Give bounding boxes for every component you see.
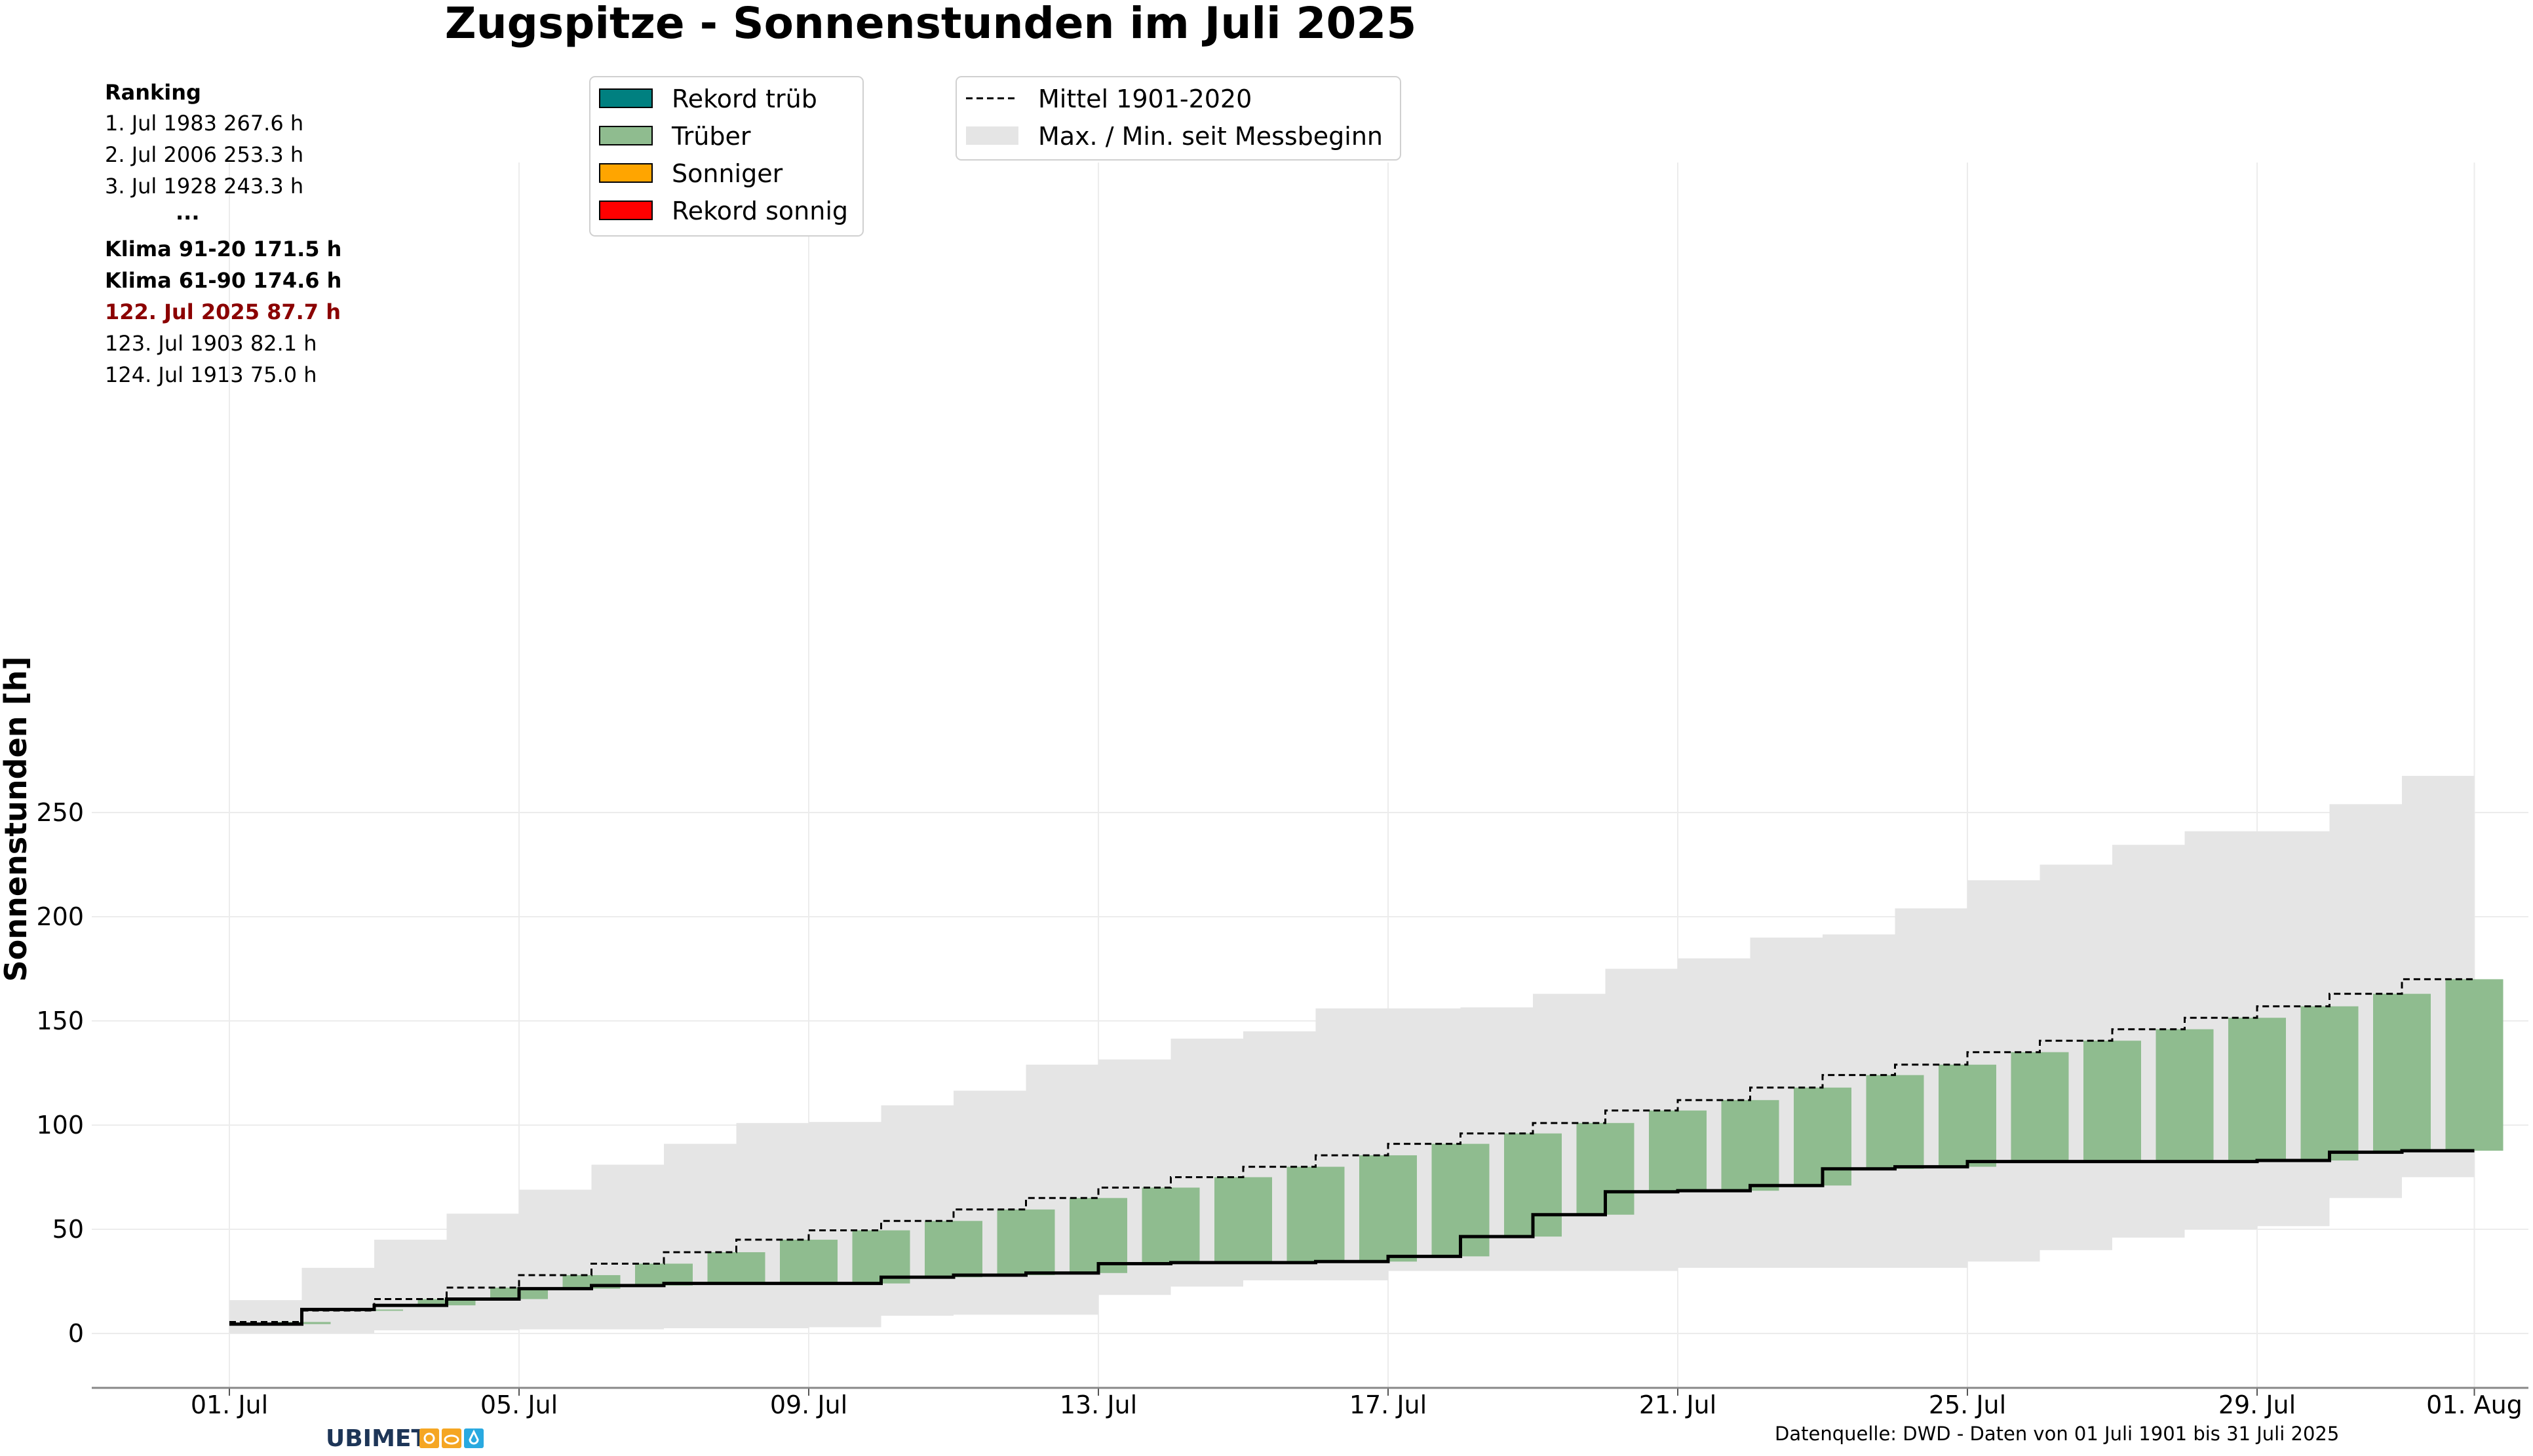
legend-label-rekord-sonnig: Rekord sonnig <box>672 197 848 225</box>
legend-label-rekord-trueb: Rekord trüb <box>672 85 817 113</box>
legend-swatch-rekord-sonnig <box>599 201 653 220</box>
trueber-bar <box>2228 1018 2286 1162</box>
ranking-header: Ranking <box>105 80 201 105</box>
legend-label-trueber: Trüber <box>671 122 751 151</box>
ranking-climate-91-20: Klima 91-20 171.5 h <box>105 237 341 261</box>
sun-icon <box>419 1428 439 1448</box>
ranking-top-3: 3. Jul 1928 243.3 h <box>105 174 303 199</box>
ranking-bottom-2: 124. Jul 1913 75.0 h <box>105 362 317 387</box>
y-tick-label: 250 <box>36 798 84 827</box>
mittel-1901-2020-line <box>229 978 2475 1324</box>
trueber-bar <box>1721 1100 1779 1191</box>
trueber-bar <box>1142 1187 1200 1264</box>
cloud-icon-glyph <box>444 1434 459 1445</box>
trueber-bar <box>1939 1064 1996 1167</box>
legend-lines: Mittel 1901-2020 Max. / Min. seit Messbe… <box>956 76 1401 161</box>
trueber-bar <box>707 1252 765 1284</box>
trueber-bar <box>2156 1029 2214 1162</box>
trueber-bar <box>2373 993 2431 1153</box>
x-tick-label: 29. Jul <box>2218 1390 2296 1419</box>
max-min-band-segment <box>809 1122 881 1328</box>
trueber-bar <box>1070 1198 1127 1273</box>
trueber-bar <box>780 1239 838 1284</box>
max-min-band-segment <box>736 1122 809 1329</box>
logo-text: UBIMET <box>326 1425 427 1452</box>
ubimet-logo: UBIMET <box>326 1425 484 1452</box>
legend-swatch-rekord-trueb <box>599 88 653 108</box>
y-tick-label: 0 <box>68 1319 84 1348</box>
max-min-band-segment <box>1026 1064 1098 1315</box>
trueber-bar <box>997 1209 1055 1275</box>
max-min-band-segment <box>954 1090 1026 1315</box>
y-tick-label: 50 <box>52 1215 84 1244</box>
trueber-bar <box>2011 1052 2069 1162</box>
x-tick-label: 01. Jul <box>191 1390 268 1419</box>
trueber-bar <box>925 1221 982 1278</box>
y-axis-label: Sonnenstunden [h] <box>0 657 33 982</box>
x-tick-label: 13. Jul <box>1060 1390 1137 1419</box>
trueber-bar <box>1649 1110 1707 1192</box>
ranking-ellipsis: ... <box>176 200 199 225</box>
max-min-band-segment <box>881 1105 954 1316</box>
ranking-block: Ranking 1. Jul 1983 267.6 h 2. Jul 2006 … <box>105 80 341 387</box>
legend-frame-1 <box>589 76 864 237</box>
ranking-top-2: 2. Jul 2006 253.3 h <box>105 142 303 167</box>
trueber-bar <box>852 1230 910 1284</box>
legend-label-sonniger: Sonniger <box>672 159 783 188</box>
ranking-climate-61-90: Klima 61-90 174.6 h <box>105 268 341 293</box>
x-tick-label: 17. Jul <box>1349 1390 1427 1419</box>
lines <box>229 978 2475 1326</box>
y-tick-label: 200 <box>36 902 84 931</box>
max-min-band-segment <box>664 1143 737 1329</box>
legend-bars: Rekord trüb Trüber Sonniger Rekord sonni… <box>589 76 864 237</box>
max-min-band-segment <box>519 1189 592 1330</box>
x-tick-label: 01. Aug <box>2426 1390 2523 1419</box>
trueber-bar <box>2083 1041 2141 1162</box>
drop-icon-glyph <box>469 1429 479 1445</box>
bars <box>273 979 2504 1324</box>
trueber-bar <box>2445 979 2504 1151</box>
ranking-bottom-1: 123. Jul 1903 82.1 h <box>105 331 317 356</box>
trueber-bar <box>2300 1006 2359 1161</box>
x-tick-label: 05. Jul <box>480 1390 558 1419</box>
trueber-bar <box>1866 1075 1924 1169</box>
sun-icon-glyph <box>423 1432 435 1444</box>
ranking-top-1: 1. Jul 1983 267.6 h <box>105 111 303 136</box>
legend-swatch-sonniger <box>599 163 653 183</box>
max-min-band-segment <box>374 1239 447 1331</box>
legend-label-mittel: Mittel 1901-2020 <box>1038 85 1252 113</box>
y-tick-label: 100 <box>36 1111 84 1140</box>
legend-label-maxmin: Max. / Min. seit Messbeginn <box>1038 122 1383 151</box>
x-tick-label: 21. Jul <box>1639 1390 1716 1419</box>
chart-title: Zugspitze - Sonnenstunden im Juli 2025 <box>445 0 1417 48</box>
axes: 0 50 100 150 200 250 01. Jul 05. Jul 09. Jul 13. … <box>36 798 2528 1419</box>
max-min-band-segment <box>446 1214 519 1331</box>
trueber-bar <box>1359 1155 1417 1262</box>
ranking-current: 122. Jul 2025 87.7 h <box>105 299 341 324</box>
x-tick-label: 25. Jul <box>1929 1390 2006 1419</box>
actual-2025-line <box>229 1149 2475 1326</box>
max-min-band-segment <box>229 1300 302 1333</box>
legend-swatch-maxmin <box>966 126 1018 145</box>
legend-swatch-trueber <box>599 126 653 145</box>
max-min-band-segment <box>591 1164 664 1330</box>
trueber-bar <box>1214 1177 1272 1263</box>
trueber-bar <box>1286 1166 1345 1263</box>
y-tick-label: 150 <box>36 1006 84 1035</box>
legend-frame-2 <box>956 76 1401 161</box>
drop-icon <box>464 1428 484 1448</box>
x-tick-label: 09. Jul <box>770 1390 847 1419</box>
data-source: Datenquelle: DWD - Daten von 01 Juli 190… <box>1775 1423 2339 1445</box>
